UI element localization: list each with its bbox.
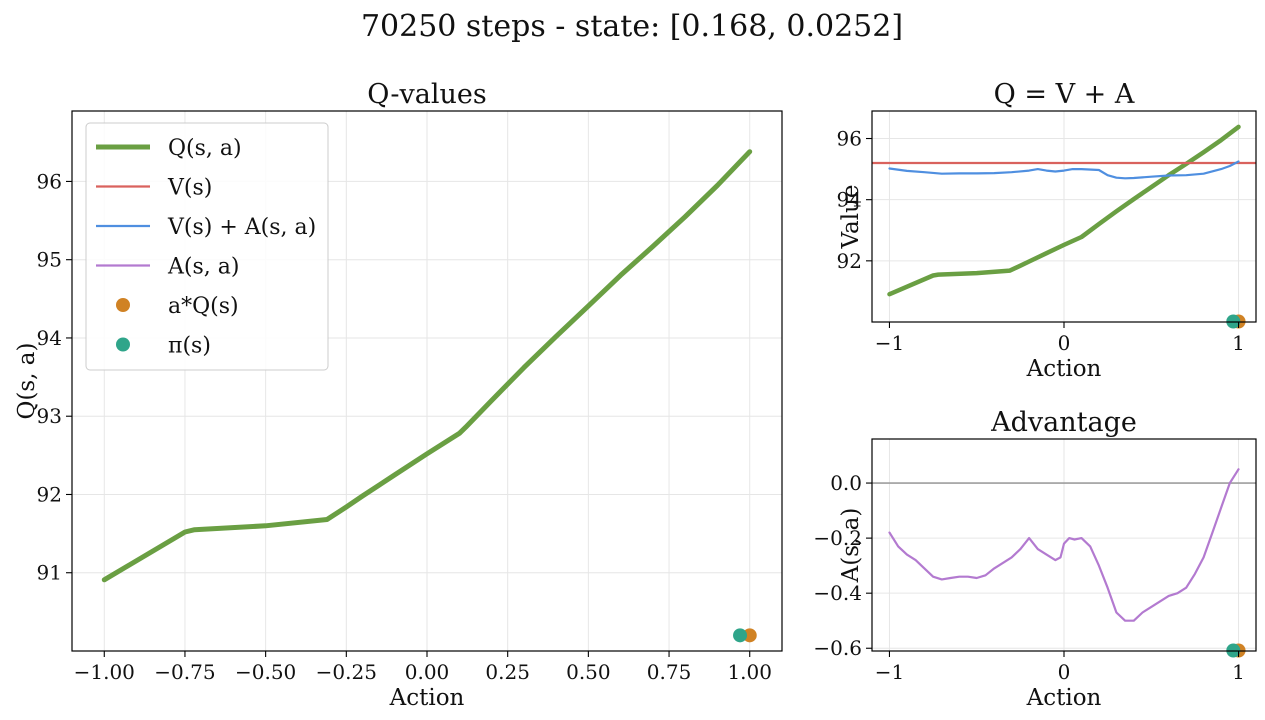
- point-a_star: [742, 628, 757, 643]
- x-tick-label: 0: [1058, 660, 1071, 684]
- x-tick-label: 0: [1058, 331, 1071, 355]
- series-line-adv: [888, 468, 1240, 622]
- x-tick-label: 1: [1232, 660, 1245, 684]
- x-tick-label: −0.25: [316, 660, 377, 684]
- x-tick-label: −1: [875, 660, 904, 684]
- legend-label: V(s): [167, 176, 212, 201]
- x-axis-label: Action: [1026, 356, 1102, 382]
- x-tick-label: 0.00: [405, 660, 450, 684]
- legend-label: A(s, a): [167, 255, 239, 280]
- series-line-q: [887, 124, 1241, 297]
- legend-label: a*Q(s): [168, 294, 239, 319]
- chart-title: Q = V + A: [994, 79, 1135, 110]
- action-points: [733, 628, 757, 643]
- legend-box: [85, 122, 329, 371]
- x-tick-label: −1: [875, 331, 904, 355]
- figure-title: 70250 steps - state: [0.168, 0.0252]: [361, 9, 903, 44]
- x-axis-label: Action: [1026, 685, 1102, 711]
- legend-swatch-pi: [116, 337, 130, 352]
- series-line-q: [101, 149, 753, 583]
- y-tick-label: 95: [37, 248, 62, 272]
- x-tick-label: 1.00: [727, 660, 772, 684]
- y-tick-label: 91: [37, 561, 62, 585]
- series-line-va: [888, 160, 1240, 180]
- plot-area: [888, 468, 1240, 622]
- plot-area: [101, 149, 753, 583]
- grid-lines: [872, 111, 1256, 322]
- chart-title: Advantage: [990, 407, 1137, 438]
- y-tick-label: −0.6: [813, 636, 862, 660]
- x-tick-label: 1: [1232, 331, 1245, 355]
- x-tick-label: −0.50: [235, 660, 296, 684]
- legend-swatch-a_star: [116, 298, 130, 312]
- x-tick-label: 0.50: [566, 660, 611, 684]
- point-pi: [733, 628, 748, 643]
- x-axis-label: Action: [389, 685, 465, 711]
- legend-label: Q(s, a): [168, 136, 242, 161]
- y-tick-label: 94: [837, 188, 862, 212]
- chart-title: Q-values: [367, 79, 486, 110]
- x-tick-label: 0.25: [485, 660, 530, 684]
- chart-q_equals_v_plus_a: −1 0 1 92 94 96 Q = V + A Action Value: [837, 79, 1257, 382]
- plot-area: [872, 124, 1256, 297]
- y-axis-label: A(s, a): [838, 508, 864, 584]
- x-tick-label: −0.75: [154, 660, 215, 684]
- legend: Q(s, a) V(s) V(s) + A(s, a) A(s, a) a*Q(s) π(…: [85, 122, 329, 371]
- x-tick-label: 0.75: [647, 660, 692, 684]
- y-tick-label: 0.0: [830, 471, 862, 495]
- y-tick-label: 94: [37, 326, 62, 350]
- charts-group: −1.00 −0.75 −0.50 −0.25 0.00 0.25 0.50 0.75 1.00…: [14, 79, 1257, 711]
- y-tick-label: 96: [837, 127, 862, 151]
- chart-qvalues: −1.00 −0.75 −0.50 −0.25 0.00 0.25 0.50 0.75 1.00…: [14, 79, 783, 711]
- y-tick-label: −0.2: [813, 526, 862, 550]
- chart-advantage: −1 0 1 −0.6 −0.4 −0.2 0.0 Advantage Action A(s, a…: [813, 407, 1257, 711]
- y-tick-label: 96: [37, 169, 62, 193]
- y-axis-label: Value: [838, 185, 864, 250]
- y-tick-label: 93: [37, 404, 62, 428]
- y-tick-label: 92: [837, 249, 862, 273]
- y-axis-label: Q(s, a): [14, 343, 40, 420]
- y-tick-label: −0.4: [813, 581, 862, 605]
- y-tick-label: 92: [37, 482, 62, 506]
- legend-label: π(s): [168, 334, 211, 359]
- legend-label: V(s) + A(s, a): [167, 215, 316, 240]
- x-tick-label: −1.00: [74, 660, 135, 684]
